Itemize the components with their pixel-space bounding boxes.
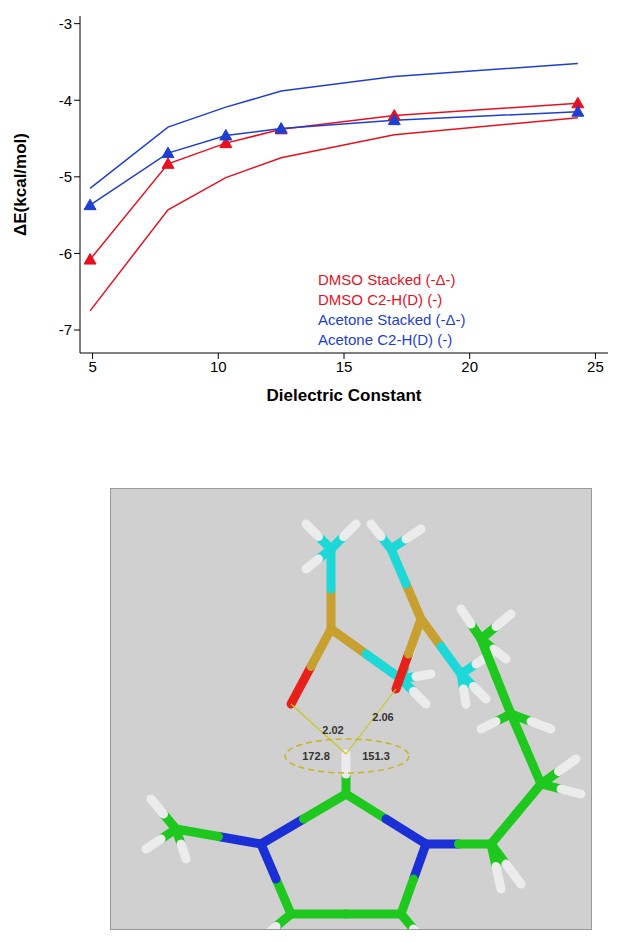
svg-text:2.06: 2.06: [372, 711, 393, 723]
svg-text:-6: -6: [59, 245, 72, 262]
svg-text:151.3: 151.3: [362, 750, 390, 762]
svg-text:ΔE(kcal/mol): ΔE(kcal/mol): [11, 133, 30, 236]
svg-text:2.02: 2.02: [322, 724, 343, 736]
svg-text:-5: -5: [59, 168, 72, 185]
html-text:DMSO Stacked (-Δ-): DMSO Stacked (-Δ-): [318, 271, 456, 288]
svg-text:Dielectric Constant: Dielectric Constant: [267, 386, 422, 405]
svg-text:172.8: 172.8: [302, 750, 330, 762]
svg-text:20: 20: [461, 358, 478, 375]
svg-text:25: 25: [587, 358, 604, 375]
svg-text:-3: -3: [59, 15, 72, 32]
svg-text:-4: -4: [59, 92, 72, 109]
svg-text:15: 15: [336, 358, 353, 375]
html-text:DMSO C2-H(D) (-): DMSO C2-H(D) (-): [318, 291, 443, 308]
svg-text:5: 5: [88, 358, 96, 375]
html-text:Acetone Stacked (-Δ-): Acetone Stacked (-Δ-): [318, 311, 466, 328]
svg-text:-7: -7: [59, 321, 72, 338]
svg-text:10: 10: [210, 358, 227, 375]
html-text:Acetone C2-H(D) (-): Acetone C2-H(D) (-): [318, 331, 453, 348]
